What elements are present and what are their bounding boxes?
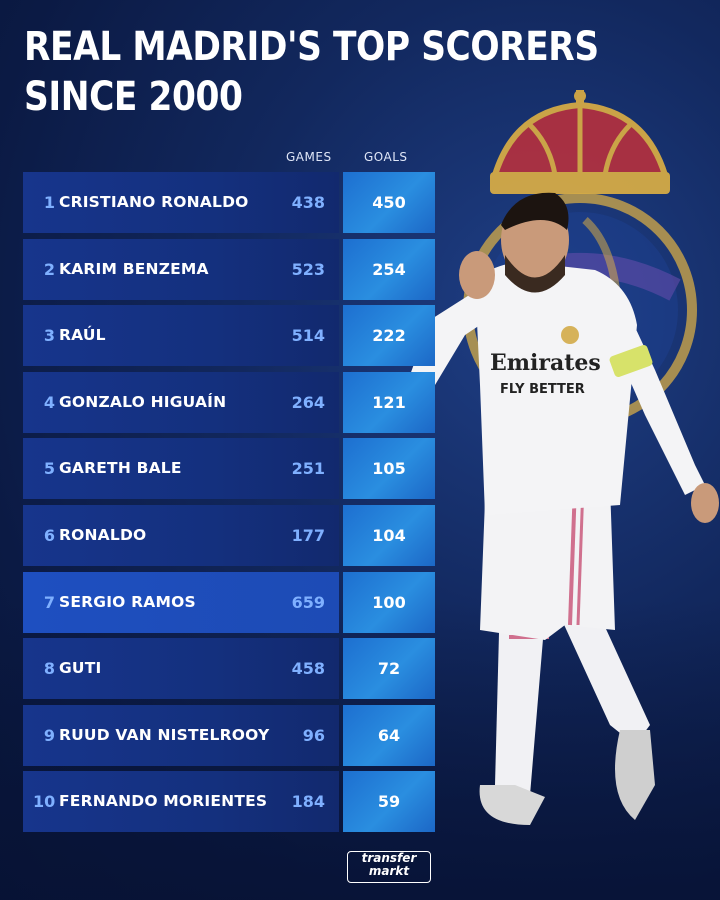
svg-text:FLY BETTER: FLY BETTER [500,382,585,397]
row-games: 523 [291,259,325,279]
row-player-cell [23,704,339,766]
row-player-name: GARETH BALE [59,459,182,478]
title-line-1: REAL MADRID'S TOP SCORERS [24,24,599,70]
row-player-cell [23,172,339,233]
row-goals: 64 [377,725,401,745]
row-games: 458 [291,659,325,679]
transfermarkt-logo: transfer markt [347,851,431,883]
row-goals-cell [343,505,435,566]
row-goals-cell [343,771,435,833]
row-player-cell [23,305,339,367]
row-goals-cell [343,571,435,633]
table-row: 2 KARIM BENZEMA 523 254 [23,238,435,300]
row-rank: 6 [43,526,55,545]
row-goals-cell [343,305,435,367]
row-player-cell [23,571,339,633]
row-rank: 2 [43,259,55,279]
goals-column-header: GOALS [364,150,408,164]
page-title: REAL MADRID'S TOP SCORERS SINCE 2000 [24,22,599,122]
row-goals: 59 [377,792,401,812]
row-player-name: RAÚL [59,326,106,345]
row-goals-cell [343,638,435,700]
shirt-sponsor-line1: Emirates [490,350,601,376]
row-games: 264 [291,392,325,412]
row-rank: 10 [33,792,56,812]
table-row: 6 RONALDO 177 104 [23,505,435,566]
table-row: 5 GARETH BALE 251 105 [23,438,435,500]
row-goals-cell [343,238,435,300]
player-photo: Emirates FLY BETTER [410,192,719,825]
row-goals: 105 [372,459,406,479]
row-player-cell [23,238,339,300]
row-games: 177 [291,526,325,545]
row-goals-cell [343,704,435,766]
row-goals: 104 [372,526,406,545]
row-goals-cell [343,371,435,433]
row-player-name: FERNANDO MORIENTES [59,792,268,811]
row-player-name: GUTI [59,659,102,678]
row-games: 96 [302,725,325,745]
row-games: 659 [291,592,325,612]
row-player-name: SERGIO RAMOS [59,592,196,611]
games-column-header: GAMES [286,150,332,164]
row-games: 251 [291,459,325,479]
row-goals: 450 [372,193,406,212]
logo-line-2: markt [368,864,410,878]
table-row: 4 GONZALO HIGUAÍN 264 121 [23,371,435,433]
row-rank: 1 [43,193,55,212]
row-goals: 72 [377,659,401,679]
row-rank: 5 [43,459,55,479]
row-goals: 222 [372,326,406,346]
row-rank: 8 [43,659,55,679]
row-player-name: RUUD VAN NISTELROOY [59,725,270,744]
row-player-cell [23,371,339,433]
row-goals: 121 [372,392,406,412]
row-goals: 254 [372,259,406,279]
row-player-cell [23,771,339,833]
row-player-cell [23,505,339,566]
row-player-name: KARIM BENZEMA [59,259,209,278]
table-row: 9 RUUD VAN NISTELROOY 96 64 [23,704,435,766]
row-games: 438 [291,193,325,212]
row-player-name: GONZALO HIGUAÍN [59,392,227,411]
row-player-name: RONALDO [59,526,147,544]
title-line-2: SINCE 2000 [24,74,243,120]
table-row: 10 FERNANDO MORIENTES 184 59 [23,771,435,833]
table-row: 1 CRISTIANO RONALDO 438 450 [23,172,435,233]
row-goals-cell [343,438,435,500]
row-rank: 3 [43,326,55,346]
row-goals-cell [343,172,435,233]
row-rank: 7 [43,592,55,612]
svg-text:Emirates: Emirates [490,350,601,376]
row-games: 514 [291,326,325,346]
row-player-cell [23,438,339,500]
logo-line-1: transfer [361,851,417,865]
row-rank: 9 [43,725,55,745]
row-games: 184 [291,792,325,812]
shirt-sponsor-line2: FLY BETTER [500,382,585,397]
row-player-cell [23,638,339,700]
table-row: 8 GUTI 458 72 [23,638,435,700]
row-rank: 4 [43,392,55,412]
table-row: 7 SERGIO RAMOS 659 100 [23,571,435,633]
row-player-name: CRISTIANO RONALDO [59,193,249,211]
table-row: 3 RAÚL 514 222 [23,305,435,367]
row-goals: 100 [372,592,406,612]
